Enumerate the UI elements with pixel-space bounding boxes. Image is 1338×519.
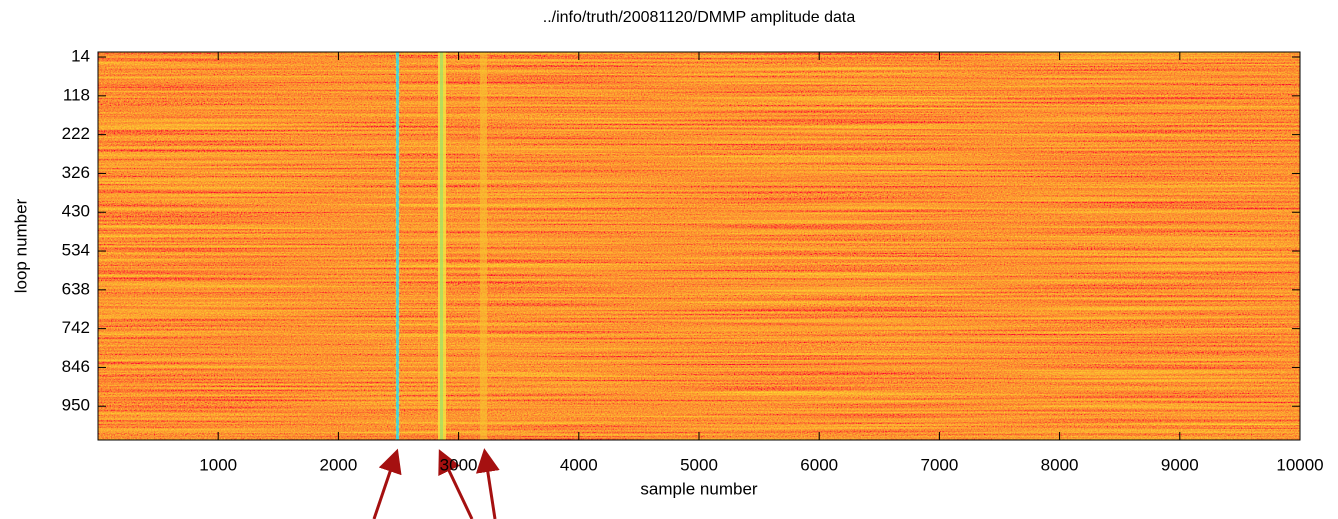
x-tick-label: 8000 — [1041, 455, 1079, 474]
y-tick-label: 742 — [62, 318, 90, 337]
x-tick-label: 5000 — [680, 455, 718, 474]
x-axis-label: sample number — [640, 479, 758, 498]
y-tick-label: 638 — [62, 279, 90, 298]
x-tick-label: 7000 — [920, 455, 958, 474]
y-tick-label: 430 — [62, 202, 90, 221]
x-tick-label: 2000 — [319, 455, 357, 474]
x-tick-label: 3000 — [440, 455, 478, 474]
y-tick-label: 534 — [62, 241, 90, 260]
x-tick-label: 6000 — [800, 455, 838, 474]
x-tick-label: 1000 — [199, 455, 237, 474]
chart-title: ../info/truth/20081120/DMMP amplitude da… — [543, 9, 856, 26]
x-tick-label: 10000 — [1276, 455, 1323, 474]
y-axis-label: loop number — [11, 198, 30, 293]
y-tick-label: 222 — [62, 124, 90, 143]
y-tick-label: 118 — [63, 85, 90, 104]
x-tick-label: 9000 — [1161, 455, 1199, 474]
heatmap-image — [98, 51, 1300, 441]
x-tick-label: 4000 — [560, 455, 598, 474]
y-tick-label: 14 — [71, 47, 90, 66]
y-tick-label: 326 — [62, 163, 90, 182]
y-tick-label: 950 — [62, 396, 90, 415]
y-tick-label: 846 — [62, 357, 90, 376]
annotation-arrows — [372, 448, 500, 519]
